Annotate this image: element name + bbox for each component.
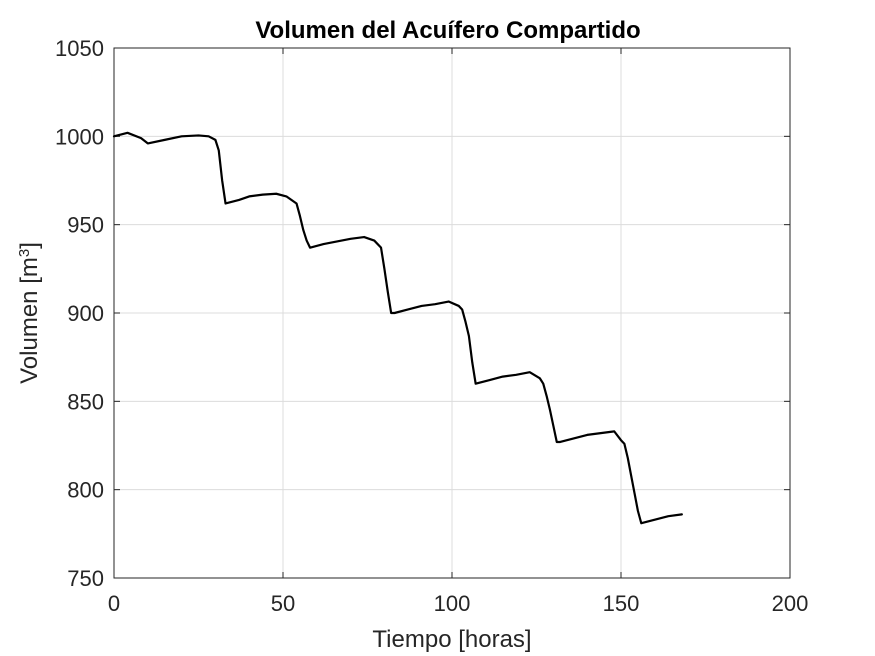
y-tick-label: 800 [67,478,104,503]
chart-title: Volumen del Acuífero Compartido [255,17,640,44]
y-tick-label: 1000 [55,124,104,149]
y-tick-label: 900 [67,301,104,326]
y-tick-label: 750 [67,566,104,591]
x-axis-label: Tiempo [horas] [372,626,531,653]
y-axis-label-close: ] [16,242,43,249]
x-tick-label: 200 [772,591,809,616]
x-tick-label: 150 [603,591,640,616]
series-line-volumen [112,131,683,525]
y-tick-label: 850 [67,389,104,414]
x-tick-label: 100 [434,591,471,616]
grid [114,48,790,578]
x-tick-label: 0 [108,591,120,616]
tick-marks [113,47,791,579]
y-axis-label: Volumen [m3] [16,242,44,384]
y-tick-label: 950 [67,213,104,238]
y-axis-label-main: Volumen [m [16,257,43,384]
x-tick-label: 50 [271,591,295,616]
y-tick-label: 1050 [55,36,104,61]
y-tick-labels: 750 800 850 900 950 1000 1050 [55,36,104,591]
x-tick-labels: 0 50 100 150 200 [108,591,808,616]
y-axis-label-superscript: 3 [16,249,33,257]
